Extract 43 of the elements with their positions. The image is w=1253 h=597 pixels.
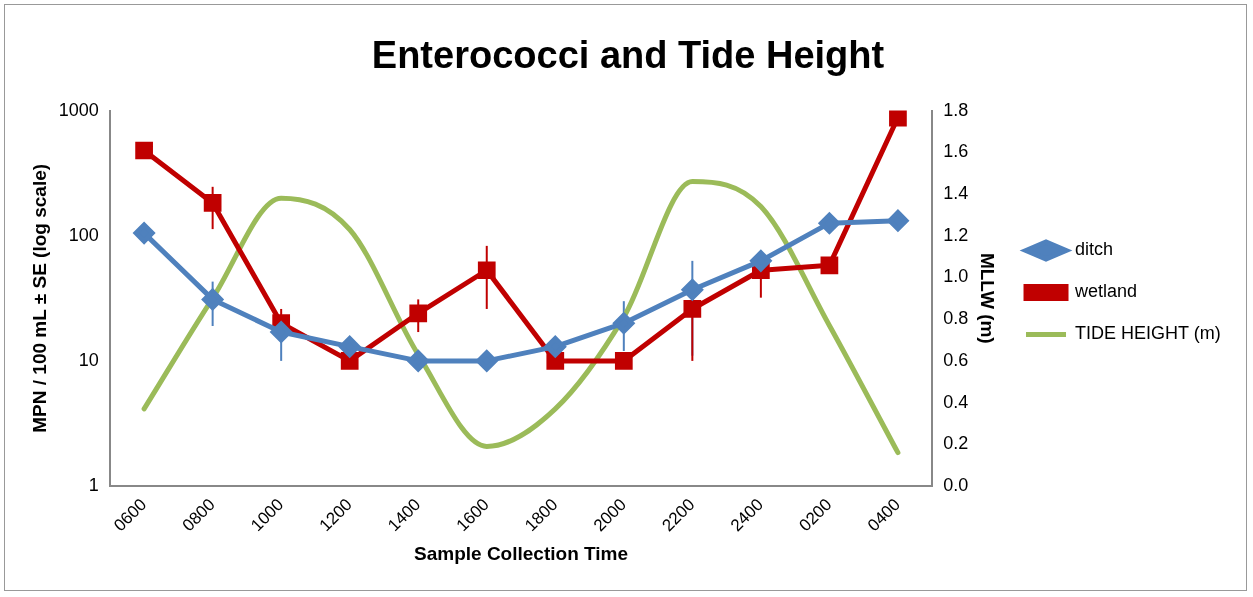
y2-tick-label: 1.4 xyxy=(943,183,969,203)
y2-tick-label: 0.4 xyxy=(943,391,969,412)
point xyxy=(750,250,772,272)
point xyxy=(202,288,224,310)
point xyxy=(544,336,566,358)
point xyxy=(613,312,635,334)
legend-label: TIDE HEIGHT (m) xyxy=(1075,323,1221,344)
y-tick-label: 1 xyxy=(88,475,99,495)
point xyxy=(818,212,840,234)
y2-tick-label: 1.0 xyxy=(943,266,969,287)
point xyxy=(407,350,429,372)
point xyxy=(135,141,153,160)
point xyxy=(681,279,703,301)
y2-tick-label: 1.6 xyxy=(943,141,969,162)
y2-axis-title: MLLW (m) xyxy=(977,252,999,344)
y2-tick-label: 0.6 xyxy=(943,349,969,370)
point xyxy=(683,300,702,318)
x-axis-title: Sample Collection Time xyxy=(414,542,629,564)
y2-tick-label: 1.8 xyxy=(943,99,969,120)
legend-label: ditch xyxy=(1075,239,1114,260)
y-tick-label: 10 xyxy=(78,349,99,370)
y2-tick-label: 0.8 xyxy=(943,308,969,329)
point xyxy=(409,304,428,323)
point xyxy=(270,321,292,343)
point xyxy=(546,352,565,370)
y2-tick-label: 0.2 xyxy=(943,433,969,454)
point xyxy=(340,352,359,370)
y-axis-title: MPN / 100 mL ± SE (log scale) xyxy=(28,163,50,433)
chart-title: Enterococci and Tide Height xyxy=(371,34,885,77)
point xyxy=(889,110,907,127)
legend-label: wetland xyxy=(1074,281,1138,302)
y-tick-label: 1000 xyxy=(58,99,99,120)
point xyxy=(887,210,909,232)
point xyxy=(614,352,633,370)
point xyxy=(477,261,496,280)
point xyxy=(339,336,361,358)
point xyxy=(203,194,222,212)
point xyxy=(133,222,155,244)
y2-tick-label: 1.2 xyxy=(943,224,969,245)
point xyxy=(820,256,839,275)
point xyxy=(476,350,498,372)
y-tick-label: 100 xyxy=(68,224,99,245)
y2-tick-label: 0.0 xyxy=(943,475,969,495)
